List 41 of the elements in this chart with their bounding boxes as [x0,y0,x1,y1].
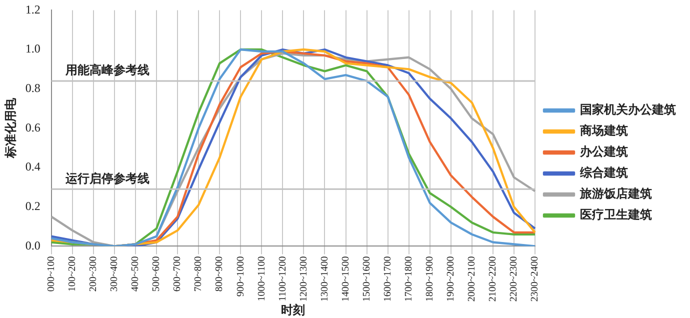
legend-label: 国家机关办公建筑 [580,102,676,117]
y-tick-label: 0.4 [25,160,40,174]
x-tick-label: 1800~1900 [424,256,436,302]
x-tick-label: 1000~1100 [256,256,268,302]
y-axis-title: 标准化用电 [3,97,18,160]
x-tick-label: 900~1000 [235,256,246,297]
x-tick-label: 000~100 [46,256,58,292]
ref-line-label: 运行启停参考线 [64,171,150,186]
y-tick-label: 0.6 [25,120,40,134]
x-tick-label: 100~200 [67,256,78,292]
x-tick-label: 1200~1300 [298,256,310,302]
x-axis-title: 时刻 [281,302,306,317]
legend-label: 旅游饭店建筑 [579,186,652,201]
x-tick-label: 500~600 [151,256,162,292]
legend-label: 综合建筑 [579,166,628,180]
x-tick-label: 2200~2300 [508,256,520,302]
y-tick-label: 0.0 [25,238,40,252]
x-tick-label: 1300~1400 [319,256,330,302]
y-tick-label: 0.2 [25,199,40,214]
legend-label: 医疗卫生建筑 [580,208,652,222]
x-tick-label: 1600~1700 [382,256,394,302]
y-tick-label: 1.2 [25,2,40,16]
x-tick-label: 1100~1200 [277,256,288,302]
x-tick-label: 1900~2000 [446,256,457,302]
legend-label: 办公建筑 [579,144,628,159]
x-tick-label: 2000~2100 [466,256,478,302]
x-tick-label: 1500~1600 [361,256,372,302]
x-tick-label: 600~700 [172,256,184,292]
ref-line-label: 用能高峰参考线 [64,63,150,78]
x-tick-label: 800~900 [214,256,226,292]
x-tick-label: 1400~1500 [340,256,352,302]
x-tick-label: 2300~2400 [530,256,541,302]
y-tick-label: 0.8 [25,81,40,96]
x-tick-label: 200~300 [88,256,100,292]
x-tick-label: 400~500 [130,256,142,292]
x-tick-label: 2100~2200 [488,256,499,302]
y-tick-label: 1.0 [25,42,40,56]
x-tick-label: 700~800 [193,256,204,292]
x-tick-label: 1700~1800 [403,256,414,302]
legend-label: 商场建筑 [579,124,628,138]
x-tick-label: 300~400 [109,256,120,292]
